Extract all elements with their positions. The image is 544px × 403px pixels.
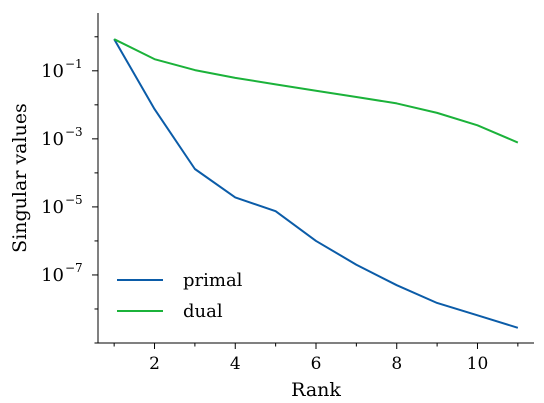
- x-tick-label: 10: [467, 354, 489, 374]
- y-tick-exponent: −3: [65, 125, 83, 139]
- y-tick-exponent: −5: [65, 193, 83, 207]
- x-axis-label: Rank: [291, 379, 341, 401]
- x-tick-label: 4: [230, 354, 241, 374]
- plot-area: [113, 38, 519, 329]
- series-line-dual: [113, 38, 519, 144]
- y-tick-label: 10: [41, 129, 64, 150]
- y-tick-exponent: −1: [65, 57, 83, 71]
- y-tick-label: 10: [41, 197, 64, 218]
- x-ticks: 2 4 6 8 10: [113, 343, 519, 374]
- x-tick-label: 6: [311, 354, 322, 374]
- x-tick-label: 8: [391, 354, 402, 374]
- y-axis-label: Singular values: [9, 103, 31, 253]
- y-tick-label: 10: [41, 61, 64, 82]
- legend-label-dual: dual: [183, 301, 223, 322]
- y-ticks: 10−710−510−310−1: [41, 36, 98, 344]
- y-tick-exponent: −7: [65, 261, 83, 275]
- x-tick-label: 2: [149, 354, 160, 374]
- series-line-primal: [113, 38, 519, 329]
- y-tick-label: 10: [41, 265, 64, 286]
- legend: primal dual: [117, 270, 243, 322]
- legend-label-primal: primal: [183, 270, 243, 291]
